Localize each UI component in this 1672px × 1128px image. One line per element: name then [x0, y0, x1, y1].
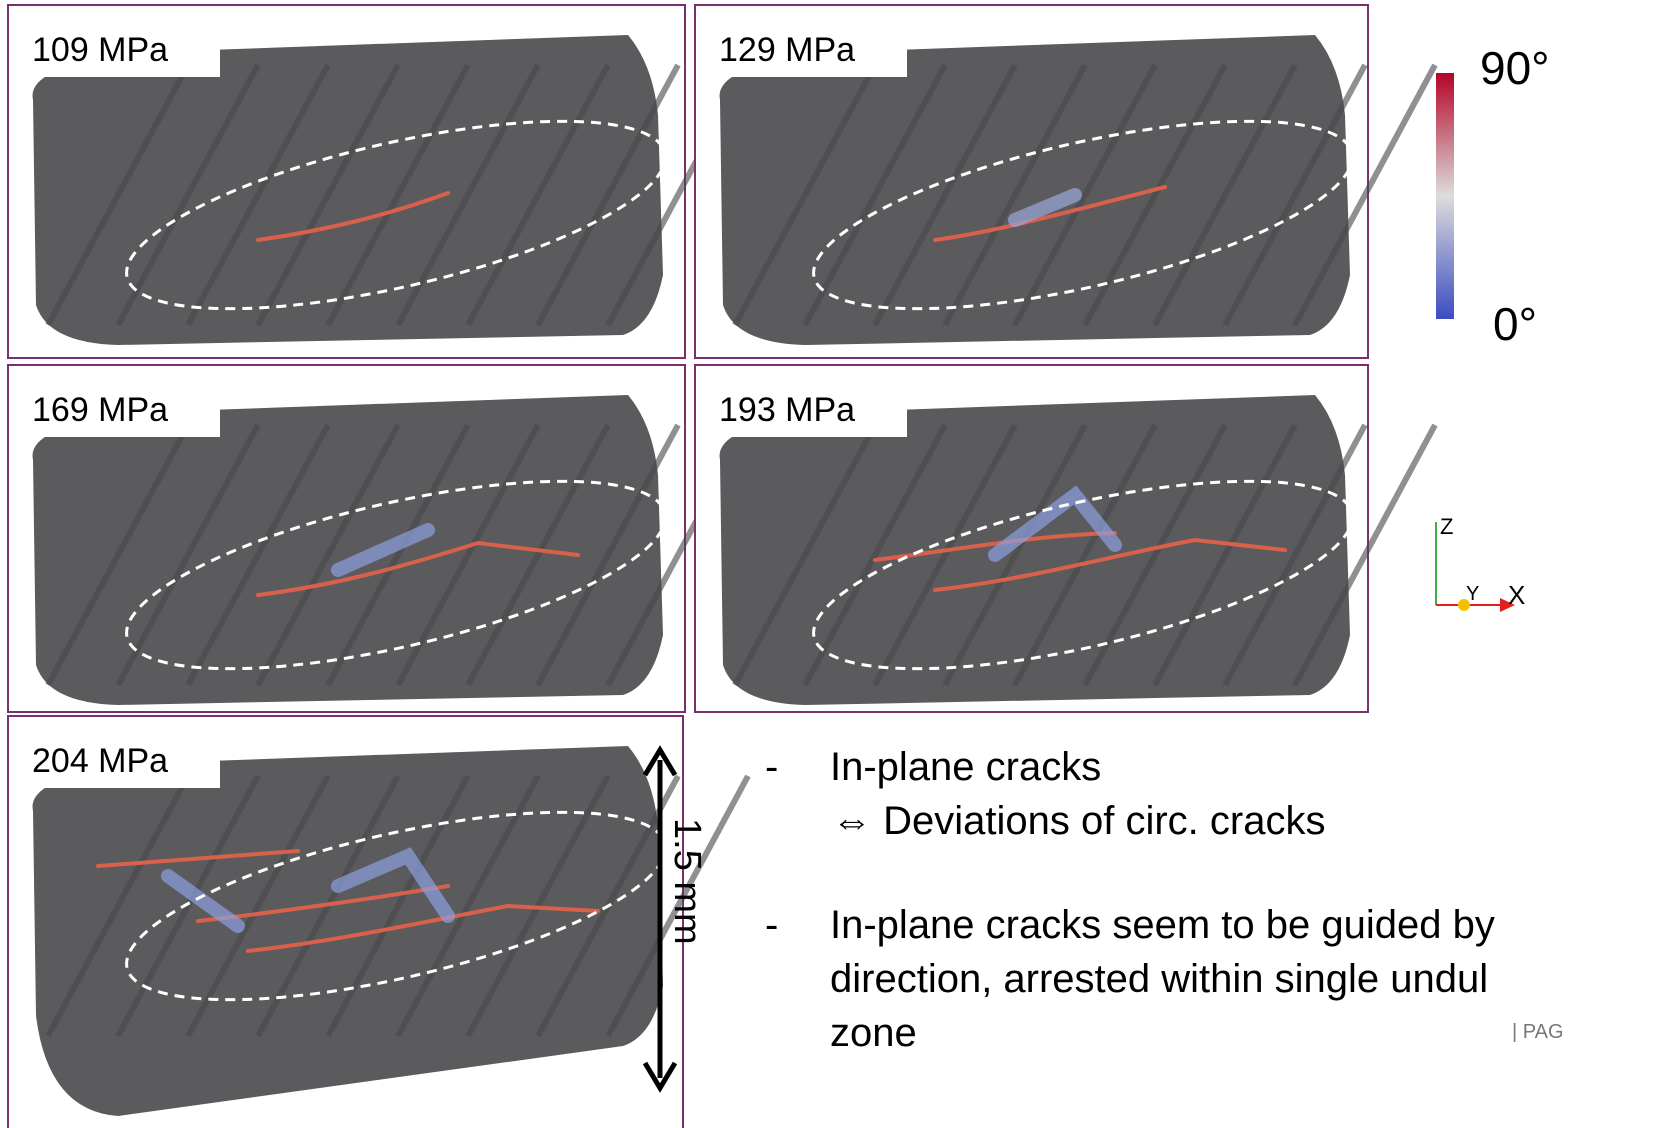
image-panel: 109 MPa — [8, 5, 748, 358]
page: 109 MPa 129 MPa 169 MPa 193 MPa 204 MPa 90° 0°… — [0, 0, 1672, 1128]
colorbar-min-label: 0° — [1493, 298, 1537, 350]
bullet-marker: - — [765, 745, 778, 789]
panel-label: 109 MPa — [32, 31, 168, 69]
x-label: X — [1508, 580, 1525, 610]
slide: 109 MPa 129 MPa 169 MPa 193 MPa 204 MPa 90° 0°… — [0, 0, 1672, 1128]
footer: | PAG — [1512, 1021, 1564, 1043]
bullet-text: In-plane cracks seem to be guided by — [830, 903, 1495, 947]
bullet-marker: - — [765, 903, 778, 947]
scale-label: 1.5 mm — [666, 818, 708, 945]
image-panel: 129 MPa — [695, 5, 1435, 358]
bullet-text: In-plane cracks — [830, 745, 1101, 789]
bullet-text: ⇔ Deviations of circ. cracks — [832, 799, 1325, 843]
panel-label: 129 MPa — [719, 31, 855, 69]
bullet-text: zone — [830, 1011, 917, 1055]
image-panel: 204 MPa — [8, 716, 748, 1128]
panel-label: 169 MPa — [32, 391, 168, 429]
panel-label: 204 MPa — [32, 742, 168, 780]
image-panel: 169 MPa — [8, 365, 748, 712]
bullet-text: direction, arrested within single undul — [830, 957, 1488, 1001]
colorbar — [1436, 73, 1454, 319]
z-label: Z — [1440, 514, 1453, 539]
colorbar-max-label: 90° — [1480, 42, 1550, 94]
y-label: Y — [1466, 583, 1479, 605]
image-panel: 193 MPa — [695, 365, 1435, 712]
panel-label: 193 MPa — [719, 391, 855, 429]
